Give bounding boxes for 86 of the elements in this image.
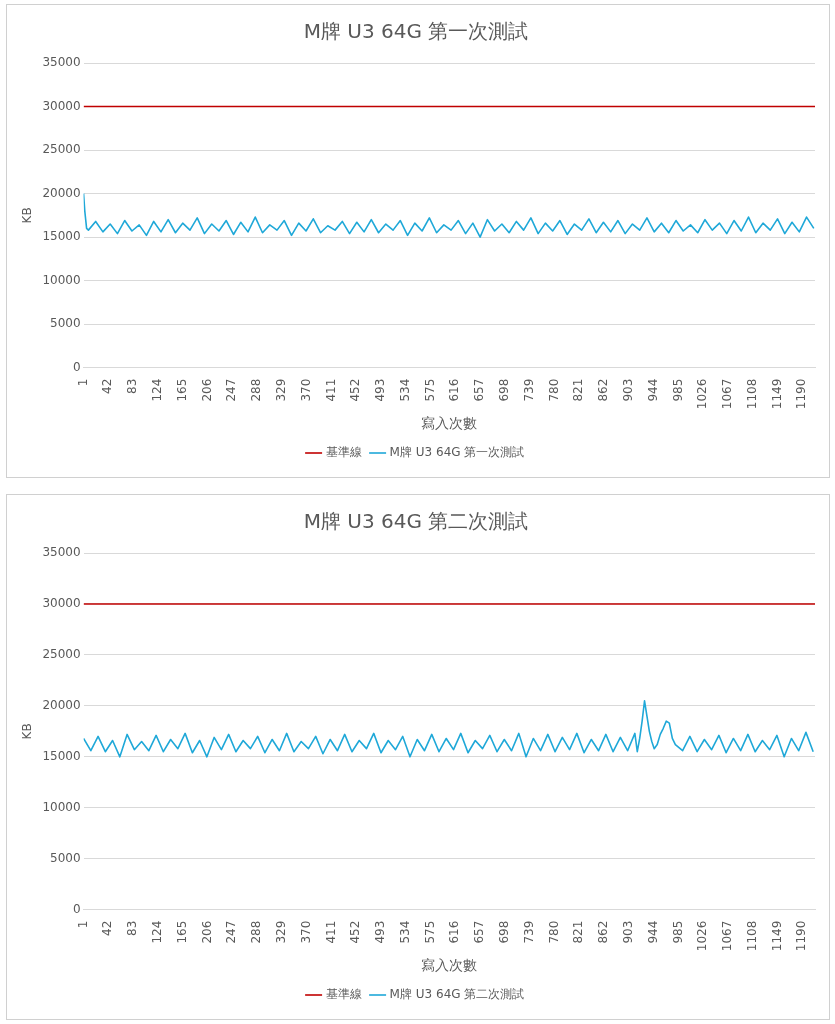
legend-label: M牌 U3 64G 第一次測試 bbox=[389, 445, 525, 460]
x-tick-label: 1067 bbox=[720, 920, 735, 952]
x-tick-label: 370 bbox=[298, 378, 313, 402]
x-tick-label: 821 bbox=[571, 378, 586, 402]
x-tick-label: 370 bbox=[298, 920, 313, 944]
y-tick-label: 25000 bbox=[42, 142, 81, 157]
x-tick-label: 1108 bbox=[744, 378, 759, 410]
x-tick-label: 985 bbox=[670, 378, 685, 402]
x-tick-label: 1026 bbox=[695, 920, 710, 952]
y-tick-label: 5000 bbox=[50, 316, 81, 331]
x-tick-label: 616 bbox=[447, 378, 462, 402]
x-tick-label: 42 bbox=[100, 920, 115, 936]
y-axis-title: KB bbox=[20, 207, 35, 224]
x-tick-label: 903 bbox=[620, 378, 635, 402]
x-tick-label: 862 bbox=[596, 378, 611, 402]
y-tick-label: 35000 bbox=[42, 55, 81, 70]
x-tick-label: 329 bbox=[273, 920, 288, 944]
x-tick-label: 247 bbox=[224, 378, 239, 402]
x-tick-label: 247 bbox=[224, 920, 239, 944]
x-tick-label: 165 bbox=[174, 378, 189, 402]
x-tick-label: 452 bbox=[348, 920, 363, 944]
x-tick-label: 288 bbox=[249, 920, 264, 944]
y-tick-label: 0 bbox=[72, 901, 81, 916]
y-tick-label: 20000 bbox=[42, 185, 81, 200]
chart-title: M牌 U3 64G 第二次測試 bbox=[303, 509, 529, 534]
y-tick-label: 10000 bbox=[42, 272, 81, 287]
x-tick-label: 83 bbox=[125, 378, 140, 394]
x-tick-label: 1190 bbox=[794, 920, 809, 952]
x-tick-label: 1 bbox=[75, 920, 90, 929]
x-tick-label: 411 bbox=[323, 378, 338, 402]
x-tick-label: 83 bbox=[125, 920, 140, 936]
x-tick-label: 616 bbox=[447, 920, 462, 944]
x-tick-label: 698 bbox=[497, 920, 512, 944]
x-tick-label: 42 bbox=[100, 378, 115, 394]
x-tick-label: 985 bbox=[670, 920, 685, 944]
x-tick-label: 206 bbox=[199, 378, 214, 402]
x-tick-label: 1067 bbox=[720, 378, 735, 410]
x-tick-label: 780 bbox=[546, 920, 561, 944]
y-tick-label: 0 bbox=[72, 359, 81, 374]
x-tick-label: 944 bbox=[645, 920, 660, 944]
legend-label: 基準線 bbox=[325, 987, 362, 1002]
x-tick-label: 575 bbox=[422, 378, 437, 402]
x-tick-label: 329 bbox=[273, 378, 288, 402]
x-tick-label: 124 bbox=[150, 920, 165, 944]
y-tick-label: 15000 bbox=[42, 229, 81, 244]
x-axis-title: 寫入次數 bbox=[421, 415, 478, 432]
x-tick-label: 165 bbox=[174, 920, 189, 944]
y-tick-label: 30000 bbox=[42, 596, 81, 611]
x-tick-label: 1 bbox=[75, 378, 90, 387]
y-tick-label: 15000 bbox=[42, 748, 81, 763]
x-tick-label: 575 bbox=[422, 920, 437, 944]
y-tick-label: 10000 bbox=[42, 799, 81, 814]
x-tick-label: 206 bbox=[199, 920, 214, 944]
x-axis-title: 寫入次數 bbox=[421, 957, 478, 974]
x-tick-label: 1026 bbox=[695, 378, 710, 410]
x-tick-label: 124 bbox=[150, 378, 165, 402]
x-tick-label: 452 bbox=[348, 378, 363, 402]
y-tick-label: 5000 bbox=[50, 850, 81, 865]
x-tick-label: 698 bbox=[497, 378, 512, 402]
x-tick-label: 780 bbox=[546, 378, 561, 402]
x-tick-label: 288 bbox=[249, 378, 264, 402]
legend-label: M牌 U3 64G 第二次測試 bbox=[389, 987, 525, 1002]
y-tick-label: 20000 bbox=[42, 697, 81, 712]
y-axis-title: KB bbox=[20, 723, 35, 740]
x-tick-label: 657 bbox=[472, 378, 487, 402]
x-tick-label: 493 bbox=[373, 920, 388, 944]
x-tick-label: 1149 bbox=[769, 378, 784, 410]
x-tick-label: 739 bbox=[521, 378, 536, 402]
x-tick-label: 1190 bbox=[794, 378, 809, 410]
x-tick-label: 411 bbox=[323, 920, 338, 944]
x-tick-label: 862 bbox=[596, 920, 611, 944]
y-tick-label: 30000 bbox=[42, 98, 81, 113]
y-tick-label: 35000 bbox=[42, 545, 81, 560]
chart-title: M牌 U3 64G 第一次測試 bbox=[303, 19, 529, 44]
x-tick-label: 944 bbox=[645, 378, 660, 402]
x-tick-label: 657 bbox=[472, 920, 487, 944]
x-tick-label: 739 bbox=[521, 920, 536, 944]
legend-label: 基準線 bbox=[325, 445, 362, 460]
x-tick-label: 903 bbox=[620, 920, 635, 944]
x-tick-label: 534 bbox=[397, 378, 412, 402]
x-tick-label: 1149 bbox=[769, 920, 784, 952]
y-tick-label: 25000 bbox=[42, 647, 81, 662]
x-tick-label: 1108 bbox=[744, 920, 759, 952]
x-tick-label: 821 bbox=[571, 920, 586, 944]
x-tick-label: 534 bbox=[397, 920, 412, 944]
x-tick-label: 493 bbox=[373, 378, 388, 402]
